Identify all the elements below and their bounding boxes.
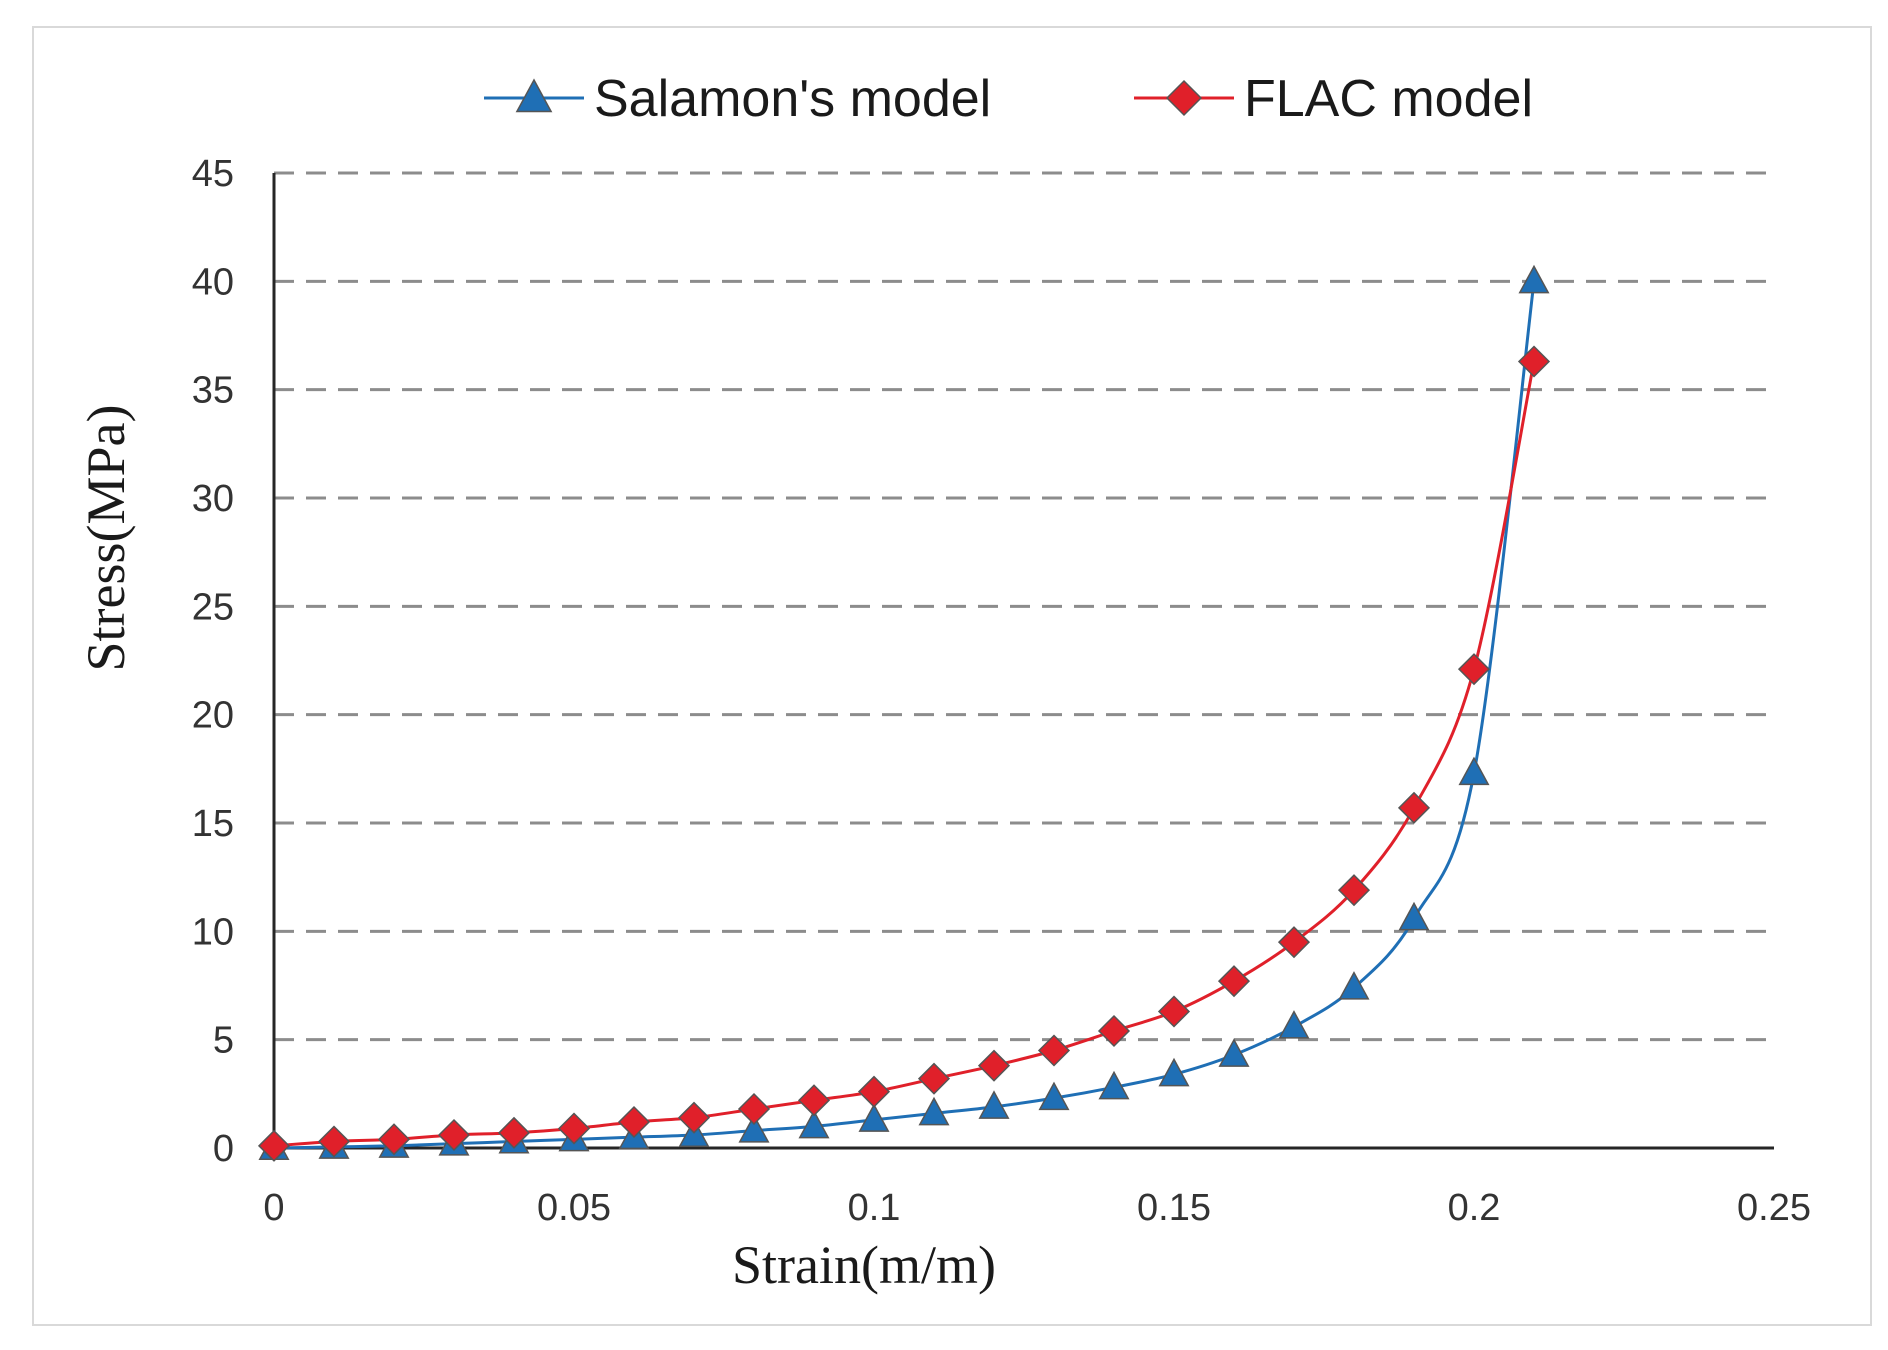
x-tick-labels: 0 0.05 0.1 0.15 0.2 0.25	[263, 1187, 1811, 1229]
legend-marker-salamon	[515, 78, 553, 113]
data-point-salamon-0.15	[1158, 1057, 1190, 1087]
x-tick-label-0.2: 0.2	[1448, 1187, 1501, 1229]
series-salamon	[258, 264, 1550, 1160]
data-point-flac-0.04	[497, 1116, 531, 1149]
data-point-flac-0.19	[1397, 791, 1431, 824]
legend: Salamon's model FLAC model	[484, 70, 1533, 128]
data-point-flac-0.06	[617, 1105, 651, 1139]
data-point-flac-0.15	[1157, 995, 1191, 1028]
data-point-flac-0.16	[1217, 965, 1251, 998]
legend-marker-flac	[1165, 79, 1203, 117]
data-point-salamon-0.11	[918, 1096, 950, 1126]
y-tick-label-30: 30	[192, 478, 234, 520]
data-point-salamon-0.14	[1098, 1070, 1130, 1100]
y-tick-label-25: 25	[192, 586, 234, 628]
series-layer	[257, 264, 1551, 1162]
data-point-salamon-0.1	[858, 1103, 890, 1132]
data-point-salamon-0.08	[738, 1114, 770, 1143]
axes	[272, 173, 1774, 1150]
series-flac	[257, 345, 1551, 1162]
y-tick-labels: 0 5 10 15 20 25 30 35 40 45	[192, 153, 234, 1170]
chart-frame: 0 5 10 15 20 25 30 35 40 45 0 0.05 0.1 0.15 0.2 0.25 S…	[32, 26, 1872, 1326]
data-point-salamon-0.21	[1518, 264, 1550, 294]
legend-item-flac: FLAC model	[1134, 70, 1533, 128]
data-point-flac-0.2	[1457, 653, 1491, 686]
data-point-flac-0.18	[1337, 874, 1371, 907]
y-tick-label-15: 15	[192, 803, 234, 845]
data-point-flac-0.01	[317, 1125, 351, 1158]
x-tick-label-0: 0	[263, 1187, 284, 1229]
legend-label-flac: FLAC model	[1244, 70, 1533, 128]
y-tick-label-10: 10	[192, 911, 234, 953]
data-point-flac-0.07	[677, 1101, 711, 1134]
data-point-flac-0.03	[437, 1118, 471, 1152]
legend-label-salamon: Salamon's model	[594, 70, 991, 128]
data-point-flac-0.02	[377, 1123, 411, 1156]
stress-strain-chart: 0 5 10 15 20 25 30 35 40 45 0 0.05 0.1 0.15 0.2 0.25 S…	[76, 70, 1811, 1295]
data-point-salamon-0.12	[978, 1090, 1010, 1119]
data-point-flac-0.09	[797, 1084, 831, 1117]
legend-item-salamon: Salamon's model	[484, 70, 991, 128]
data-point-flac-0.1	[857, 1075, 891, 1108]
x-tick-label-0.1: 0.1	[848, 1187, 901, 1229]
data-point-flac-0.13	[1037, 1034, 1071, 1067]
data-point-salamon-0.13	[1038, 1081, 1070, 1111]
y-axis-title: Stress(MPa)	[76, 405, 136, 672]
y-tick-label-20: 20	[192, 695, 234, 737]
y-tick-label-0: 0	[213, 1128, 234, 1170]
x-tick-label-0.05: 0.05	[537, 1187, 611, 1229]
data-point-flac-0	[257, 1129, 291, 1162]
data-point-salamon-0.09	[798, 1109, 830, 1139]
y-tick-label-40: 40	[192, 261, 234, 303]
y-tick-label-5: 5	[213, 1020, 234, 1062]
x-tick-label-0.25: 0.25	[1737, 1187, 1811, 1229]
data-point-salamon-0.19	[1398, 901, 1430, 931]
data-point-salamon-0.17	[1278, 1010, 1310, 1039]
data-point-salamon-0.18	[1338, 971, 1370, 1000]
x-tick-label-0.15: 0.15	[1137, 1187, 1211, 1229]
data-point-flac-0.05	[557, 1112, 591, 1145]
data-point-flac-0.08	[737, 1092, 771, 1126]
gridlines	[274, 171, 1774, 1042]
data-point-flac-0.11	[917, 1062, 951, 1095]
x-axis-title: Strain(m/m)	[732, 1235, 996, 1295]
data-point-flac-0.12	[977, 1049, 1011, 1082]
y-tick-label-45: 45	[192, 153, 234, 195]
data-point-flac-0.21	[1517, 345, 1551, 378]
data-point-salamon-0.2	[1458, 756, 1490, 786]
data-point-flac-0.14	[1097, 1014, 1131, 1048]
series-line-flac	[273, 361, 1536, 1148]
y-tick-label-35: 35	[192, 370, 234, 412]
data-point-salamon-0.16	[1218, 1038, 1250, 1067]
data-point-flac-0.17	[1277, 926, 1311, 959]
